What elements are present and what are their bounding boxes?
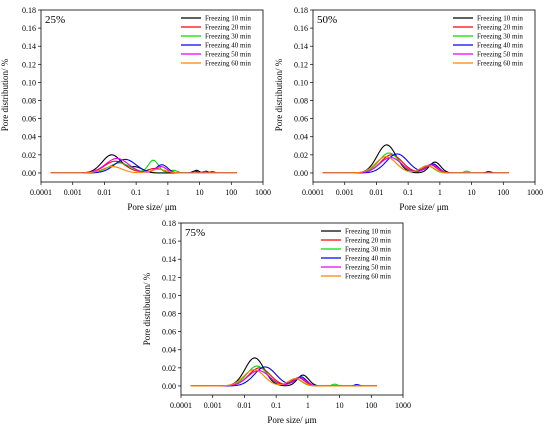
panel-label: 50%	[317, 14, 337, 26]
y-tick-label: 0.16	[22, 24, 36, 33]
x-tick-label: 0.001	[204, 401, 222, 410]
y-tick-label: 0.18	[22, 6, 36, 15]
x-tick-label: 0.01	[237, 401, 251, 410]
y-tick-label: 0.08	[294, 97, 308, 106]
x-tick-label: 100	[225, 188, 237, 197]
x-tick-label: 0.001	[64, 188, 82, 197]
x-tick-label: 0.0001	[30, 188, 52, 197]
series-line-2	[190, 367, 377, 387]
x-tick-label: 1000	[395, 401, 411, 410]
y-tick-label: 0.04	[162, 346, 176, 355]
x-tick-label: 100	[365, 401, 377, 410]
plot-frame	[312, 9, 536, 183]
series-line-3	[322, 152, 509, 174]
y-tick-label: 0.12	[162, 273, 176, 282]
y-tick-label: 0.02	[22, 151, 36, 160]
x-tick-label: 0.01	[369, 188, 383, 197]
y-axis-label: Pore distribution/ %	[0, 58, 10, 131]
series-line-3	[190, 365, 377, 387]
y-tick-label: 0.02	[162, 364, 176, 373]
x-tick-label: 1	[166, 188, 170, 197]
y-tick-label: 0.04	[294, 133, 308, 142]
x-tick-label: 1000	[527, 188, 543, 197]
series-line-6	[190, 369, 377, 387]
y-tick-label: 0.12	[294, 60, 308, 69]
legend-entry-2: Freezing 20 min	[205, 24, 251, 32]
legend-entry-6: Freezing 60 min	[477, 60, 523, 68]
legend-entry-3: Freezing 30 min	[205, 33, 251, 41]
legend-entry-2: Freezing 20 min	[345, 237, 391, 245]
series-line-6	[50, 166, 237, 174]
chart-panel-3: 0.00 0.02 0.04 0.06 0.08 0.10 0.12 0.14 0.16 0.18…	[142, 219, 411, 424]
legend-entry-3: Freezing 30 min	[345, 246, 391, 254]
legend-entry-4: Freezing 40 min	[205, 42, 251, 50]
x-tick-label: 0.1	[271, 401, 281, 410]
y-tick-label: 0.10	[22, 78, 36, 87]
y-axis-label: Pore distribution/ %	[142, 272, 152, 345]
series-line-6	[322, 156, 509, 174]
y-tick-label: 0.06	[22, 115, 36, 124]
y-tick-label: 0.16	[294, 24, 308, 33]
y-tick-label: 0.08	[22, 97, 36, 106]
y-tick-label: 0.00	[162, 382, 176, 391]
y-tick-label: 0.14	[294, 42, 308, 51]
legend-entry-4: Freezing 40 min	[477, 42, 523, 50]
x-tick-label: 1	[306, 401, 310, 410]
x-tick-label: 0.1	[403, 188, 413, 197]
legend-entry-5: Freezing 50 min	[345, 264, 391, 272]
y-tick-label: 0.02	[294, 151, 308, 160]
legend-entry-1: Freezing 10 min	[477, 15, 523, 23]
x-axis-label: Pore size/ μm	[267, 415, 316, 424]
panel-label: 75%	[185, 227, 205, 239]
legend-entry-6: Freezing 60 min	[345, 273, 391, 281]
chart-panel-1: 0.00 0.02 0.04 0.06 0.08 0.10 0.12 0.14 0.16 0.18…	[0, 6, 271, 212]
y-tick-label: 0.10	[294, 78, 308, 87]
chart-panel-2: 0.00 0.02 0.04 0.06 0.08 0.10 0.12 0.14 0.16 0.18…	[274, 6, 543, 212]
series-line-2	[322, 154, 509, 174]
series-line-2	[50, 160, 237, 174]
legend-entry-5: Freezing 50 min	[477, 51, 523, 59]
plot-frame	[40, 9, 264, 183]
x-tick-label: 0.1	[131, 188, 141, 197]
legend-entry-3: Freezing 30 min	[477, 33, 523, 41]
y-tick-label: 0.10	[162, 291, 176, 300]
panel-label: 25%	[45, 14, 65, 26]
plot-frame	[180, 222, 404, 396]
y-tick-label: 0.00	[294, 169, 308, 178]
legend-entry-1: Freezing 10 min	[345, 228, 391, 236]
x-axis-label: Pore size/ μm	[399, 202, 448, 212]
legend-entry-2: Freezing 20 min	[477, 24, 523, 32]
x-tick-label: 0.01	[97, 188, 111, 197]
y-tick-label: 0.18	[294, 6, 308, 15]
x-axis-label: Pore size/ μm	[127, 202, 176, 212]
x-tick-label: 10	[336, 401, 344, 410]
series-line-4	[190, 366, 377, 387]
y-tick-label: 0.06	[162, 328, 176, 337]
y-tick-label: 0.18	[162, 219, 176, 228]
y-tick-label: 0.12	[22, 60, 36, 69]
legend-entry-5: Freezing 50 min	[205, 51, 251, 59]
x-tick-label: 10	[468, 188, 476, 197]
y-axis-label: Pore distribution/ %	[274, 58, 284, 131]
y-tick-label: 0.14	[22, 42, 36, 51]
legend-entry-6: Freezing 60 min	[205, 60, 251, 68]
legend-entry-4: Freezing 40 min	[345, 255, 391, 263]
y-tick-label: 0.06	[294, 115, 308, 124]
x-tick-label: 1	[438, 188, 442, 197]
y-tick-label: 0.08	[162, 310, 176, 319]
x-tick-label: 1000	[255, 188, 271, 197]
x-tick-label: 100	[497, 188, 509, 197]
x-tick-label: 10	[196, 188, 204, 197]
y-tick-label: 0.00	[22, 169, 36, 178]
x-tick-label: 0.001	[336, 188, 354, 197]
x-tick-label: 0.0001	[302, 188, 324, 197]
legend-entry-1: Freezing 10 min	[205, 15, 251, 23]
y-tick-label: 0.16	[162, 237, 176, 246]
x-tick-label: 0.0001	[170, 401, 192, 410]
y-tick-label: 0.04	[22, 133, 36, 142]
series-line-4	[322, 153, 509, 174]
y-tick-label: 0.14	[162, 255, 176, 264]
